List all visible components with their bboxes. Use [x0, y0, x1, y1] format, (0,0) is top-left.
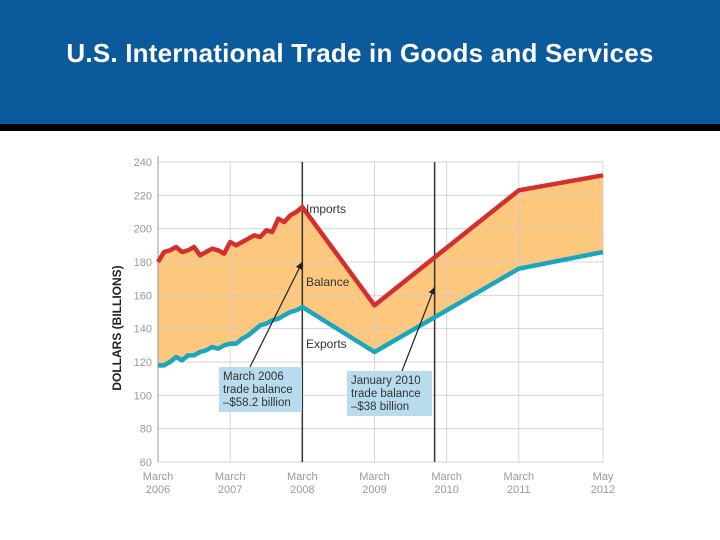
annotation-text: –$38 billion — [351, 401, 409, 413]
y-tick-label: 200 — [134, 224, 152, 236]
exports-line — [158, 249, 604, 368]
balance-area — [158, 175, 603, 366]
x-tick-label: March 2007 — [215, 471, 246, 496]
annotation-box — [219, 367, 302, 412]
x-tick-label: March 2006 — [143, 471, 174, 496]
y-tick-label: 140 — [134, 324, 152, 336]
annotation-text: trade balance — [223, 384, 293, 396]
annotation-arrow — [249, 261, 303, 368]
x-tick-label: May 2012 — [591, 471, 615, 496]
slide-header — [0, 0, 720, 124]
y-tick-label: 240 — [134, 157, 152, 169]
imports-line — [156, 173, 604, 308]
annotation-box — [347, 371, 432, 416]
imports-label: Imports — [306, 202, 346, 216]
slide-title: U.S. International Trade in Goods and Se… — [66, 38, 654, 68]
balance-label: Balance — [306, 275, 350, 289]
x-tick-label: March 2011 — [504, 471, 535, 496]
annotation-text: January 2010 — [351, 375, 421, 387]
annotation-text: March 2006 — [223, 371, 284, 383]
y-tick-label: 160 — [134, 290, 152, 302]
y-tick-label: 60 — [140, 457, 152, 469]
x-tick-label: March 2010 — [431, 471, 462, 496]
header-divider — [0, 124, 720, 131]
annotation-text: trade balance — [351, 388, 421, 400]
y-axis-title: DOLLARS (BILLIONS) — [110, 265, 124, 390]
x-tick-label: March 2009 — [359, 471, 390, 496]
y-tick-label: 120 — [134, 357, 152, 369]
y-tick-label: 100 — [134, 390, 152, 402]
y-tick-label: 180 — [134, 257, 152, 269]
annotation-text: –$58.2 billion — [223, 397, 291, 409]
annotation-arrow — [401, 286, 436, 372]
exports-label: Exports — [306, 337, 347, 351]
y-tick-label: 80 — [140, 424, 152, 436]
y-tick-label: 220 — [134, 190, 152, 202]
x-tick-label: March 2008 — [287, 471, 318, 496]
